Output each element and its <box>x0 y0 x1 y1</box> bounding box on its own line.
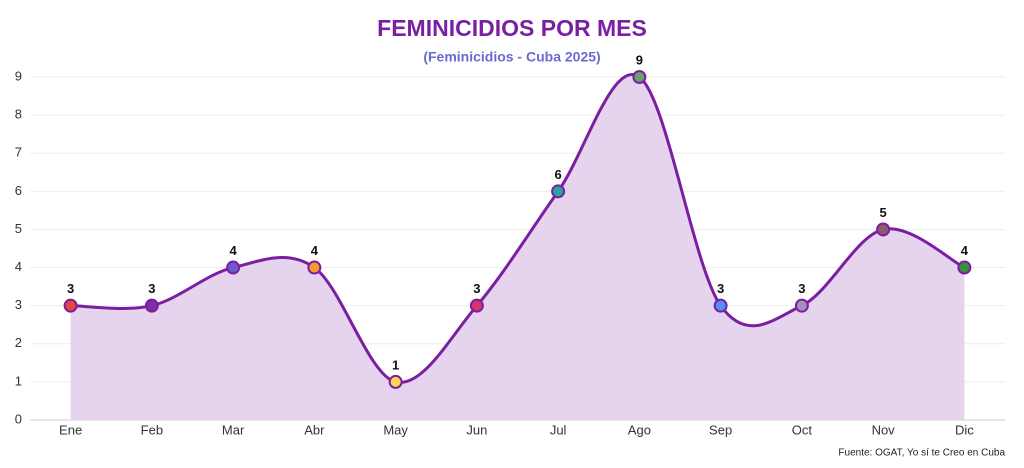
point <box>713 298 728 313</box>
y-tick-label: 8 <box>15 107 22 122</box>
y-tick-label: 0 <box>15 411 22 426</box>
x-tick-label: Dic <box>955 422 974 437</box>
value-label: 3 <box>473 281 480 296</box>
point <box>957 260 972 275</box>
x-tick-label: Jun <box>466 422 487 437</box>
value-label: 9 <box>636 52 643 67</box>
point <box>632 70 647 84</box>
value-label: 4 <box>311 243 319 258</box>
area <box>70 74 965 421</box>
x-tick-label: May <box>383 422 408 437</box>
point <box>226 260 241 275</box>
value-label: 4 <box>961 243 969 258</box>
source-note: Fuente: OGAT, Yo sí te Creo en Cuba <box>838 448 1005 459</box>
point <box>551 184 566 199</box>
y-tick-label: 6 <box>15 183 22 198</box>
value-label: 4 <box>230 243 238 258</box>
point <box>388 374 403 389</box>
y-tick-label: 4 <box>15 259 22 274</box>
chart-subtitle: (Feminicidios - Cuba 2025) <box>423 49 600 65</box>
value-label: 3 <box>67 281 74 296</box>
value-label: 3 <box>717 281 724 296</box>
point <box>63 298 78 313</box>
x-tick-label: Ene <box>59 422 82 437</box>
chart-title: FEMINICIDIOS POR MES <box>377 15 647 41</box>
y-tick-label: 7 <box>15 145 22 160</box>
x-tick-label: Mar <box>222 422 245 437</box>
x-tick-label: Sep <box>709 422 732 437</box>
value-label: 3 <box>798 281 805 296</box>
point <box>307 260 322 275</box>
x-tick-label: Nov <box>872 422 896 437</box>
y-tick-label: 3 <box>15 297 22 312</box>
y-tick-label: 5 <box>15 221 22 236</box>
point <box>794 298 809 313</box>
value-label: 6 <box>555 167 562 182</box>
point <box>469 298 484 313</box>
point <box>876 222 891 237</box>
y-tick-label: 9 <box>15 68 22 83</box>
value-label: 5 <box>880 205 887 220</box>
value-label: 3 <box>148 281 155 296</box>
point <box>144 298 159 313</box>
y-tick-label: 2 <box>15 335 22 350</box>
y-tick-label: 1 <box>15 373 22 388</box>
x-tick-label: Jul <box>550 422 567 437</box>
x-tick-label: Ago <box>628 422 651 437</box>
x-tick-label: Abr <box>304 422 325 437</box>
value-label: 1 <box>392 357 399 372</box>
x-tick-label: Oct <box>792 422 813 437</box>
x-tick-label: Feb <box>141 422 163 437</box>
